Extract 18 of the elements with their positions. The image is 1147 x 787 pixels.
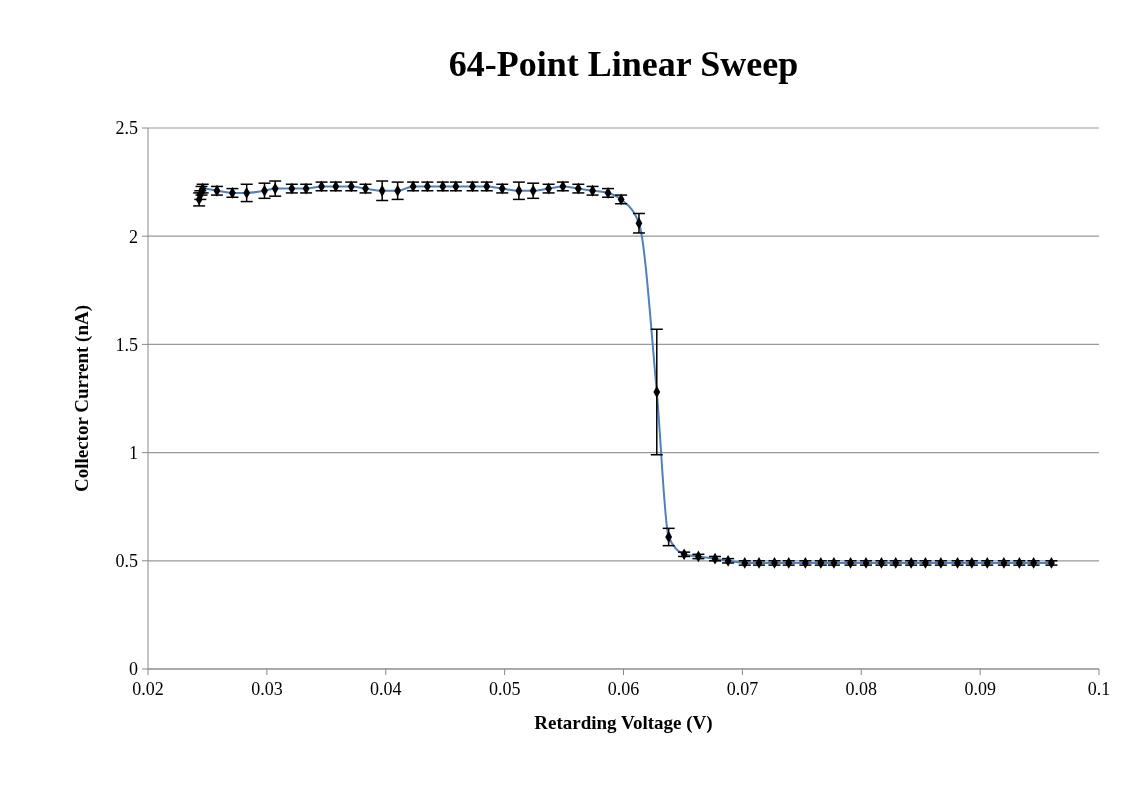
x-tick-label: 0.07 [726,679,759,699]
x-axis-title: Retarding Voltage (V) [534,712,713,734]
y-tick-label: 1 [129,442,138,463]
x-tick-label: 0.04 [370,679,402,699]
y-tick-label: 0.5 [115,551,138,572]
x-tick-label: 0.08 [845,679,877,699]
y-tick-label: 2 [129,226,138,247]
x-tick-label: 0.06 [607,679,640,699]
y-axis-title: Collector Current (nA) [71,304,93,493]
y-tick-label: 1.5 [115,334,138,355]
y-tick-label: 0 [129,659,138,680]
x-tick-label: 0.09 [964,679,996,699]
x-tick-label: 0.02 [132,679,164,699]
x-tick-label: 0.05 [488,679,521,699]
chart-title: 64-Point Linear Sweep [448,44,799,84]
x-tick-label: 0.1 [1087,679,1111,699]
x-tick-label: 0.03 [251,679,283,699]
y-tick-label: 2.5 [115,118,138,139]
